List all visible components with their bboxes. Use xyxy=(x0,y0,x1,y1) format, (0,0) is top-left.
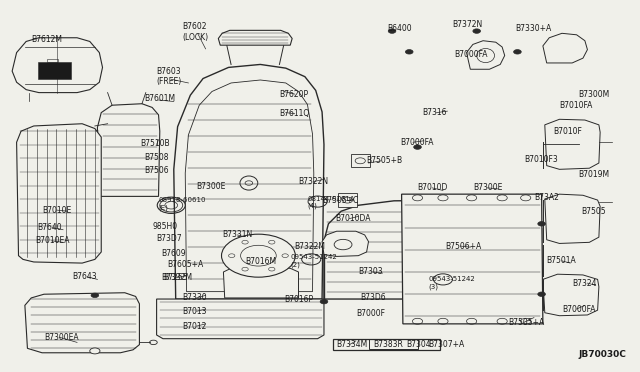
Text: B7010F3: B7010F3 xyxy=(524,155,557,164)
Text: 08918-60610
(E): 08918-60610 (E) xyxy=(159,197,206,211)
Text: B6400: B6400 xyxy=(387,24,412,33)
Text: B7640: B7640 xyxy=(38,223,62,232)
Polygon shape xyxy=(218,31,292,45)
Text: B7010EA: B7010EA xyxy=(36,236,70,246)
Text: B7334M: B7334M xyxy=(337,340,368,349)
Circle shape xyxy=(538,292,545,296)
Bar xyxy=(38,62,70,78)
Polygon shape xyxy=(17,124,101,263)
Text: B7506+A: B7506+A xyxy=(445,241,481,250)
Text: B7330+A: B7330+A xyxy=(515,24,551,33)
Text: B7506: B7506 xyxy=(144,166,168,174)
Text: B7331N: B7331N xyxy=(222,230,252,240)
Text: B7000F: B7000F xyxy=(356,310,385,318)
Text: B7383R: B7383R xyxy=(373,340,403,349)
Circle shape xyxy=(473,29,481,33)
Text: B7322N: B7322N xyxy=(298,177,328,186)
Text: B7612M: B7612M xyxy=(31,35,62,44)
Polygon shape xyxy=(351,154,370,167)
Polygon shape xyxy=(467,41,505,69)
Text: B73D7: B73D7 xyxy=(157,234,182,243)
Circle shape xyxy=(90,348,100,354)
Text: B7010D: B7010D xyxy=(417,183,448,192)
Text: 09543-51242
(3): 09543-51242 (3) xyxy=(428,276,475,290)
Text: B73A2: B73A2 xyxy=(534,193,559,202)
Polygon shape xyxy=(97,104,160,196)
Text: B7300E: B7300E xyxy=(474,183,503,192)
Text: B7643: B7643 xyxy=(72,272,97,281)
Text: B7505+B: B7505+B xyxy=(367,156,403,165)
Text: B7000FA: B7000FA xyxy=(401,138,434,147)
Text: B7324: B7324 xyxy=(572,279,596,288)
Text: B7332M: B7332M xyxy=(161,273,192,282)
Polygon shape xyxy=(185,80,314,292)
Polygon shape xyxy=(545,194,600,243)
Circle shape xyxy=(320,299,328,304)
Text: JB70030C: JB70030C xyxy=(579,350,627,359)
Polygon shape xyxy=(174,64,324,299)
Polygon shape xyxy=(322,231,369,256)
Text: B7013: B7013 xyxy=(182,307,207,316)
Text: B7300E: B7300E xyxy=(196,182,226,191)
Text: 985H0: 985H0 xyxy=(152,221,177,231)
Text: B7016M: B7016M xyxy=(246,257,277,266)
Text: B73D6: B73D6 xyxy=(360,294,386,302)
Text: B7300EA: B7300EA xyxy=(44,333,79,342)
Polygon shape xyxy=(223,268,298,298)
Text: B7012: B7012 xyxy=(182,321,207,331)
Text: B7000FA: B7000FA xyxy=(454,50,487,59)
Text: B7611Q: B7611Q xyxy=(280,109,310,118)
Text: B7510B: B7510B xyxy=(141,139,170,148)
Text: B7000FA: B7000FA xyxy=(562,305,595,314)
Circle shape xyxy=(413,145,421,149)
Text: B7307+A: B7307+A xyxy=(428,340,465,349)
Text: B7010FA: B7010FA xyxy=(559,101,593,110)
Bar xyxy=(47,58,58,62)
Bar xyxy=(369,339,418,349)
Bar xyxy=(333,339,440,350)
Polygon shape xyxy=(543,274,599,316)
Circle shape xyxy=(405,49,413,54)
Polygon shape xyxy=(338,193,357,207)
Text: 08144-0161A
(4): 08144-0161A (4) xyxy=(307,196,355,209)
Text: B7316: B7316 xyxy=(422,108,447,117)
Circle shape xyxy=(514,49,521,54)
Text: B7605+A: B7605+A xyxy=(168,260,204,269)
Circle shape xyxy=(221,234,295,277)
Text: B7501A: B7501A xyxy=(547,256,577,265)
Text: 09543-51242
(2): 09543-51242 (2) xyxy=(291,254,337,267)
Text: B7620P: B7620P xyxy=(280,90,308,99)
Circle shape xyxy=(241,245,276,266)
Text: B7601M: B7601M xyxy=(144,94,175,103)
Polygon shape xyxy=(25,293,140,353)
Text: B7304: B7304 xyxy=(406,340,431,349)
Polygon shape xyxy=(402,194,543,324)
Polygon shape xyxy=(12,38,102,93)
Text: B7603
(FREE): B7603 (FREE) xyxy=(157,67,182,86)
Polygon shape xyxy=(157,299,324,339)
Text: B7010DA: B7010DA xyxy=(335,214,371,223)
Text: B7602
(LOCK): B7602 (LOCK) xyxy=(182,22,208,42)
Text: B7609: B7609 xyxy=(161,249,186,258)
Text: B7505: B7505 xyxy=(581,207,605,216)
Text: B7505+C: B7505+C xyxy=(322,196,358,205)
Text: B7322M: B7322M xyxy=(294,241,326,250)
Text: B7372N: B7372N xyxy=(452,20,483,29)
Circle shape xyxy=(538,222,545,226)
Text: B7016P: B7016P xyxy=(284,295,313,304)
Text: B7010E: B7010E xyxy=(42,206,71,215)
Circle shape xyxy=(388,29,396,33)
Polygon shape xyxy=(543,33,588,63)
Text: B7303: B7303 xyxy=(358,267,383,276)
Circle shape xyxy=(91,293,99,298)
Polygon shape xyxy=(324,200,541,299)
Text: B7019M: B7019M xyxy=(579,170,610,179)
Text: B7505+A: B7505+A xyxy=(509,318,545,327)
Text: B7300M: B7300M xyxy=(579,90,610,99)
Text: B7508: B7508 xyxy=(144,153,168,161)
Text: B7010F: B7010F xyxy=(553,126,582,136)
Polygon shape xyxy=(545,119,600,169)
Text: B7330: B7330 xyxy=(182,294,207,302)
Text: B7255: B7255 xyxy=(163,273,188,282)
